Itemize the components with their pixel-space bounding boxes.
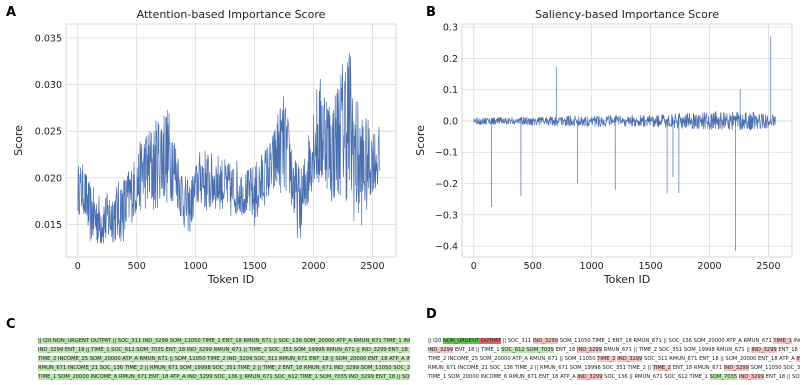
token-line: || I20 NON_URGENT OUTPAT || SOC_311 IND_… [428, 337, 800, 346]
token-segment: ENT_18 || SOM_11050 [765, 374, 800, 380]
token-segment: IND_3299 [532, 338, 559, 344]
x-tick-label: 2500 [756, 261, 780, 272]
x-tick-label: 1000 [184, 261, 208, 272]
x-tick-label: 0 [75, 261, 81, 272]
token-line: IND_3299 ENT_18 || TIME_1 SOC_612 SOM_70… [428, 346, 800, 355]
token-segment: SOC_612 SOM_7035 [501, 347, 554, 353]
attention-chart: 0 500 1000 1500 2000 2500 0.015 0.020 0.025 0.030… [12, 8, 397, 286]
saliency-score-line [473, 111, 776, 131]
y-axis-label: Score [414, 125, 427, 156]
token-segment: SOC_311 RMUN_671 ENT_18 || SOM_20000 ENT… [642, 356, 797, 362]
token-line: TIME_2 INCOME_25 SOM_20000 ATP_A RMUN_67… [428, 355, 800, 364]
x-tick-label: 1000 [580, 261, 604, 272]
token-segment: ENT_18 RMUN_671 [671, 365, 724, 371]
token-segment: || SOC_311 [500, 338, 533, 344]
token-segment: TIME_1 SOM_20000 INCOME_6 RMUN_671 ENT_1… [428, 374, 578, 380]
token-segment: SOM_7035 [709, 374, 738, 380]
token-segment: INCOME_ [793, 338, 800, 344]
attention-token-highlights: || I20 NON_URGENT OUTPAT || SOC_311 IND_… [38, 337, 410, 382]
y-tick-label: 0.035 [35, 33, 62, 44]
y-tick-label: 0.0 [443, 116, 458, 127]
x-tick-label: 0 [471, 261, 477, 272]
token-segment: TIME_1 SOM_20000 INCOME_6 RMUN_671 ENT_1… [38, 374, 410, 380]
token-segment: TIME_1 [773, 338, 792, 344]
y-tick-label: −0.3 [435, 210, 458, 221]
panel-letter-c: C [6, 317, 16, 332]
y-tick-label: 0.2 [443, 54, 458, 65]
token-segment: TIME_2 [652, 365, 672, 371]
token-segment: TIME_2 INCOME_25 SOM_20000 ATP_A RMUN_67… [38, 356, 410, 362]
x-axis-label: Token ID [207, 273, 255, 286]
y-tick-label: −0.4 [435, 242, 458, 253]
token-segment: || I20 [428, 338, 443, 344]
token-segment: SOM_11050 SOC_311 || [750, 365, 800, 371]
y-tick-label: −0.2 [435, 179, 458, 190]
x-axis-label: Token ID [603, 273, 651, 286]
token-segment: SOC_136 || RMUN_671 SOC_612 TIME_1 [602, 374, 710, 380]
token-segment: IND_3299 [751, 347, 777, 353]
x-tick-label: 500 [524, 261, 542, 272]
y-tick-label: 0.020 [35, 173, 62, 184]
token-segment: RMUN_671 INCOME_21 SOC_136 TIME_2 || RMU… [38, 365, 410, 371]
token-line: TIME_1 SOM_20000 INCOME_6 RMUN_671 ENT_1… [428, 373, 800, 382]
token-segment: ENT_18 || TIME_1 [453, 347, 502, 353]
x-tick-label: 2000 [301, 261, 325, 272]
chart-title: Attention-based Importance Score [137, 8, 326, 21]
x-tick-label: 1500 [242, 261, 266, 272]
token-segment: IND_3299 [723, 365, 749, 371]
token-segment: ENT_18 SOC_136 [778, 347, 800, 353]
y-tick-label: 0.1 [443, 85, 458, 96]
token-segment: IND_3299 ENT_18 || TIME_1 SOC_612 SOM_70… [38, 347, 410, 353]
token-segment: ENT_18 [553, 347, 577, 353]
token-segment: IND_3299 [617, 356, 643, 362]
panel-letter-b: B [426, 5, 436, 20]
token-line: || I20 NON_URGENT OUTPAT || SOC_311 IND_… [38, 337, 410, 346]
y-tick-label: 0.015 [35, 220, 62, 231]
y-tick-label: −0.1 [435, 148, 458, 159]
token-segment: || I20 NON_URGENT OUTPAT || SOC_311 IND_… [38, 338, 410, 344]
y-tick-label: 0.025 [35, 127, 62, 138]
token-segment: RMUN_671 INCOME_21 SOC_136 TIME_2 || RMU… [428, 365, 653, 371]
token-segment: OUTPAT [479, 338, 501, 344]
plot-frame [65, 23, 397, 258]
token-line: RMUN_671 INCOME_21 SOC_136 TIME_2 || RMU… [38, 364, 410, 373]
token-segment: TIME_2 INCOME_25 SOM_20000 ATP_A RMUN_67… [428, 356, 598, 362]
token-line: IND_3299 ENT_18 || TIME_1 SOC_612 SOM_70… [38, 346, 410, 355]
x-tick-label: 2500 [360, 261, 384, 272]
panel-letter-d: D [426, 307, 437, 322]
token-segment: IND_3299 [428, 347, 454, 353]
token-segment: TIME_2 [597, 356, 616, 362]
token-line: TIME_2 INCOME_25 SOM_20000 ATP_A RMUN_67… [38, 355, 410, 364]
panel-letter-a: A [6, 5, 16, 20]
x-tick-label: 500 [128, 261, 146, 272]
token-line: TIME_1 SOM_20000 INCOME_6 RMUN_671 ENT_1… [38, 373, 410, 382]
token-segment: IND_3299 [577, 374, 603, 380]
y-tick-label: 0.030 [35, 80, 62, 91]
token-segment: RMUN_671 || TIME_2 SOC_351 SOM_19998 RMU… [602, 347, 752, 353]
token-segment: IND_3299 [576, 347, 602, 353]
token-line: RMUN_671 INCOME_21 SOC_136 TIME_2 || RMU… [428, 364, 800, 373]
attention-score-line [77, 52, 380, 244]
x-tick-label: 2000 [697, 261, 721, 272]
plot-frame [461, 23, 793, 258]
token-segment: SOM_11050 TIME_1 ENT_18 RMUN_671 || SOC_… [558, 338, 774, 344]
token-segment: NON_URGENT [442, 338, 480, 344]
saliency-chart: 0 500 1000 1500 2000 2500 −0.4 −0.3 −0.2 −0.1 0.0 0… [414, 8, 793, 286]
token-segment: IND_3299 [738, 374, 765, 380]
y-tick-label: 0.3 [443, 23, 458, 34]
chart-title: Saliency-based Importance Score [535, 8, 719, 21]
saliency-token-highlights: || I20 NON_URGENT OUTPAT || SOC_311 IND_… [428, 337, 800, 382]
token-segment: IND_3299 [796, 356, 800, 362]
y-axis-label: Score [12, 125, 25, 156]
x-tick-label: 1500 [638, 261, 662, 272]
